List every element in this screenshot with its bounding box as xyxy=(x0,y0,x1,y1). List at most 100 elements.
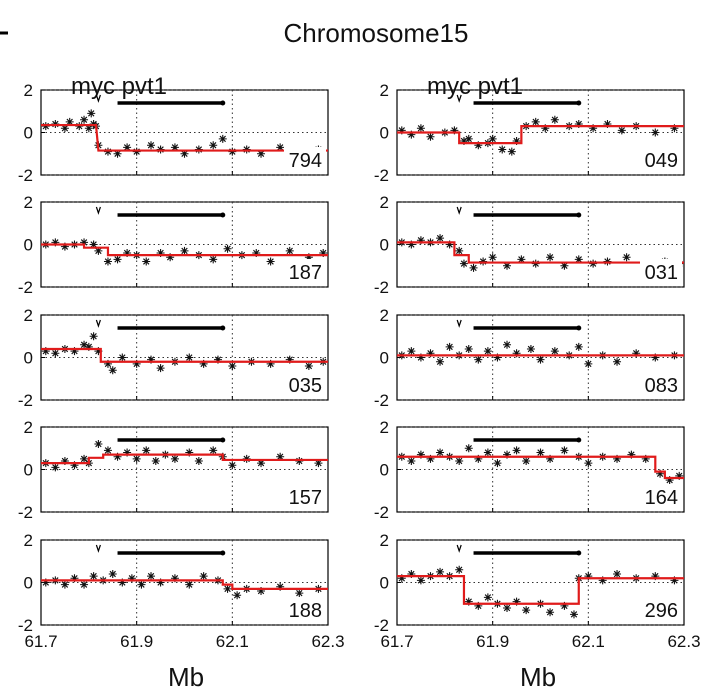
region-bar-end xyxy=(576,437,582,443)
data-point xyxy=(180,246,189,255)
data-point xyxy=(84,124,93,133)
data-point xyxy=(574,120,583,128)
data-point xyxy=(397,126,406,135)
sample-id-bg xyxy=(284,259,326,283)
y-tick-label: -2 xyxy=(18,503,33,522)
region-bar-end xyxy=(220,437,226,443)
sample-id-label: 031 xyxy=(645,262,678,284)
data-point xyxy=(123,249,132,257)
data-point xyxy=(84,342,93,351)
data-point xyxy=(455,565,464,574)
data-point xyxy=(180,149,189,158)
data-point xyxy=(252,249,261,257)
data-point xyxy=(89,572,98,581)
data-point xyxy=(228,461,237,470)
y-tick-label: 2 xyxy=(24,418,33,437)
data-point xyxy=(156,364,165,373)
data-point xyxy=(276,582,285,591)
data-point xyxy=(103,257,112,266)
x-tick-label: 62.3 xyxy=(311,632,344,651)
data-point xyxy=(560,446,569,455)
data-point xyxy=(87,109,96,118)
data-point xyxy=(151,457,160,465)
data-point xyxy=(503,340,512,349)
data-point xyxy=(469,263,478,272)
data-point xyxy=(474,454,483,463)
data-point xyxy=(185,448,194,457)
data-point xyxy=(584,572,593,581)
y-tick-label: 0 xyxy=(24,236,33,255)
data-point xyxy=(60,242,69,251)
data-point xyxy=(147,572,156,581)
data-point xyxy=(474,141,483,150)
data-point xyxy=(464,134,473,143)
data-point xyxy=(493,459,502,468)
data-point xyxy=(113,452,122,461)
data-point xyxy=(507,147,516,156)
y-tick-label: -2 xyxy=(374,278,389,297)
data-point xyxy=(142,257,151,266)
data-point xyxy=(137,580,146,589)
sample-id-bg xyxy=(284,597,326,621)
sample-id-bg xyxy=(284,484,326,508)
y-tick-label: -2 xyxy=(374,166,389,185)
data-point xyxy=(536,355,545,364)
data-point xyxy=(103,359,112,368)
data-point xyxy=(651,572,660,581)
data-point xyxy=(266,257,275,266)
sample-id-bg xyxy=(284,147,326,171)
sample-id-label: 049 xyxy=(645,150,678,172)
data-point xyxy=(223,244,232,253)
sample-id-label: 296 xyxy=(645,600,678,622)
segment-line xyxy=(41,347,328,363)
data-point xyxy=(445,240,454,249)
data-point xyxy=(522,606,531,615)
data-point xyxy=(574,342,583,351)
data-point xyxy=(651,353,660,362)
data-point xyxy=(142,446,151,455)
data-point xyxy=(464,345,473,353)
sample-id-label: 157 xyxy=(289,487,322,509)
y-tick-label: 0 xyxy=(24,461,33,480)
data-point xyxy=(80,580,89,589)
data-point xyxy=(103,446,112,455)
data-point xyxy=(665,476,674,485)
data-point xyxy=(213,355,222,364)
panel-title: myc pvt1 xyxy=(71,73,167,100)
data-point xyxy=(89,240,98,249)
region-bar-end xyxy=(576,212,582,218)
segment-line xyxy=(397,125,684,145)
x-tick-label: 61.9 xyxy=(476,632,509,651)
data-point xyxy=(123,448,132,457)
data-point xyxy=(459,259,468,268)
sample-id-bg xyxy=(640,372,682,396)
data-point xyxy=(613,454,622,463)
segment-line xyxy=(41,123,328,152)
locus-marker xyxy=(95,206,101,215)
data-point xyxy=(675,471,684,480)
sample-id-bg xyxy=(640,259,682,283)
y-tick-label: 0 xyxy=(380,461,389,480)
region-bar-end xyxy=(220,325,226,331)
data-point xyxy=(670,576,679,585)
data-point xyxy=(488,134,497,143)
data-point xyxy=(113,149,122,158)
x-axis-label-right: Mb xyxy=(520,662,556,692)
data-point xyxy=(218,134,227,143)
y-tick-label: 0 xyxy=(24,574,33,593)
data-point xyxy=(51,463,60,472)
data-point xyxy=(60,580,69,589)
data-point xyxy=(108,570,117,578)
data-point xyxy=(560,601,569,610)
locus-marker xyxy=(95,94,101,103)
segment-line xyxy=(41,243,328,257)
data-point xyxy=(550,347,559,356)
panel-049: -2 0 2 myc pvt1 049 xyxy=(374,73,685,185)
data-point xyxy=(546,454,555,463)
data-point xyxy=(503,604,512,612)
data-point xyxy=(156,578,165,587)
data-point xyxy=(617,126,626,135)
data-point xyxy=(436,234,445,243)
data-point xyxy=(209,446,218,455)
data-point xyxy=(450,126,459,135)
